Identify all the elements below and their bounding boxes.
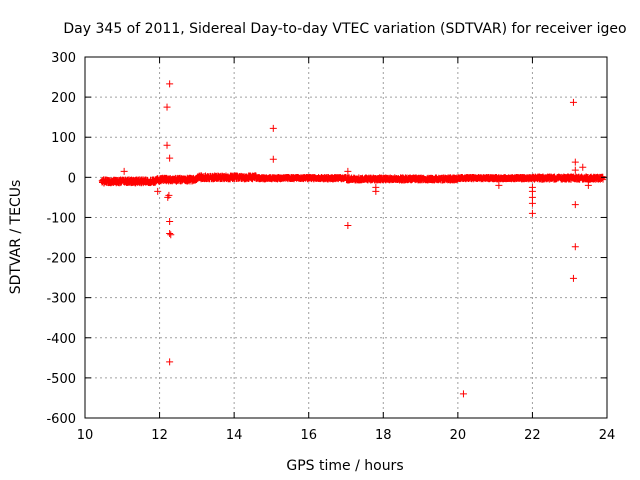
outlier-point [269, 124, 277, 132]
chart-title: Day 345 of 2011, Sidereal Day-to-day VTE… [63, 21, 626, 37]
outlier-point [163, 103, 171, 111]
outlier-point [528, 209, 536, 217]
x-axis-label: GPS time / hours [286, 458, 403, 474]
y-tick-label: -200 [46, 252, 76, 267]
outlier-point [495, 181, 503, 189]
outlier-point [167, 231, 175, 239]
outlier-point [569, 98, 577, 106]
outlier-point [344, 221, 352, 229]
outlier-point [459, 390, 467, 398]
outlier-point [571, 158, 579, 166]
y-tick-label: 0 [68, 171, 76, 186]
y-tick-label: -300 [46, 292, 76, 307]
y-tick-label: 200 [51, 91, 76, 106]
plot-frame [84, 56, 608, 419]
outlier-point [528, 187, 536, 195]
grid [85, 57, 607, 418]
y-tick-label: -100 [46, 211, 76, 226]
outlier-point [571, 243, 579, 251]
x-tick-label: 14 [226, 428, 243, 443]
outlier-point [579, 163, 587, 171]
outlier-point [569, 274, 577, 282]
x-tick-label: 10 [77, 428, 94, 443]
outlier-point [166, 217, 174, 225]
x-tick-label: 16 [300, 428, 317, 443]
y-tick-label: -600 [46, 412, 76, 427]
outlier-point [344, 167, 352, 175]
y-tick-label: 100 [51, 131, 76, 146]
y-tick-label: -400 [46, 332, 76, 347]
y-tick-label: 300 [51, 51, 76, 66]
y-axis-label: SDTVAR / TECUs [8, 180, 24, 295]
outlier-point [528, 193, 536, 201]
y-tick-label: -500 [46, 372, 76, 387]
outlier-point [166, 358, 174, 366]
outlier-point [269, 155, 277, 163]
outlier-point [571, 166, 579, 174]
x-tick-label: 24 [599, 428, 616, 443]
outlier-point [571, 201, 579, 209]
outlier-point [154, 187, 162, 195]
outlier-point [120, 167, 128, 175]
outlier-point [584, 181, 592, 189]
x-tick-label: 20 [450, 428, 467, 443]
data-points [98, 80, 607, 398]
outlier-point [166, 80, 174, 88]
outlier-point [163, 141, 171, 149]
outlier-point [166, 229, 174, 237]
outlier-point [372, 187, 380, 195]
x-tick-label: 12 [151, 428, 168, 443]
x-tick-label: 18 [375, 428, 392, 443]
outlier-point [528, 199, 536, 207]
outlier-point [165, 191, 173, 199]
x-tick-label: 22 [524, 428, 541, 443]
axis-ticks: 10 12 14 16 18 20 22 24 300 200 100 0 -100 -200 -300 -4… [46, 51, 615, 443]
outlier-point [166, 154, 174, 162]
